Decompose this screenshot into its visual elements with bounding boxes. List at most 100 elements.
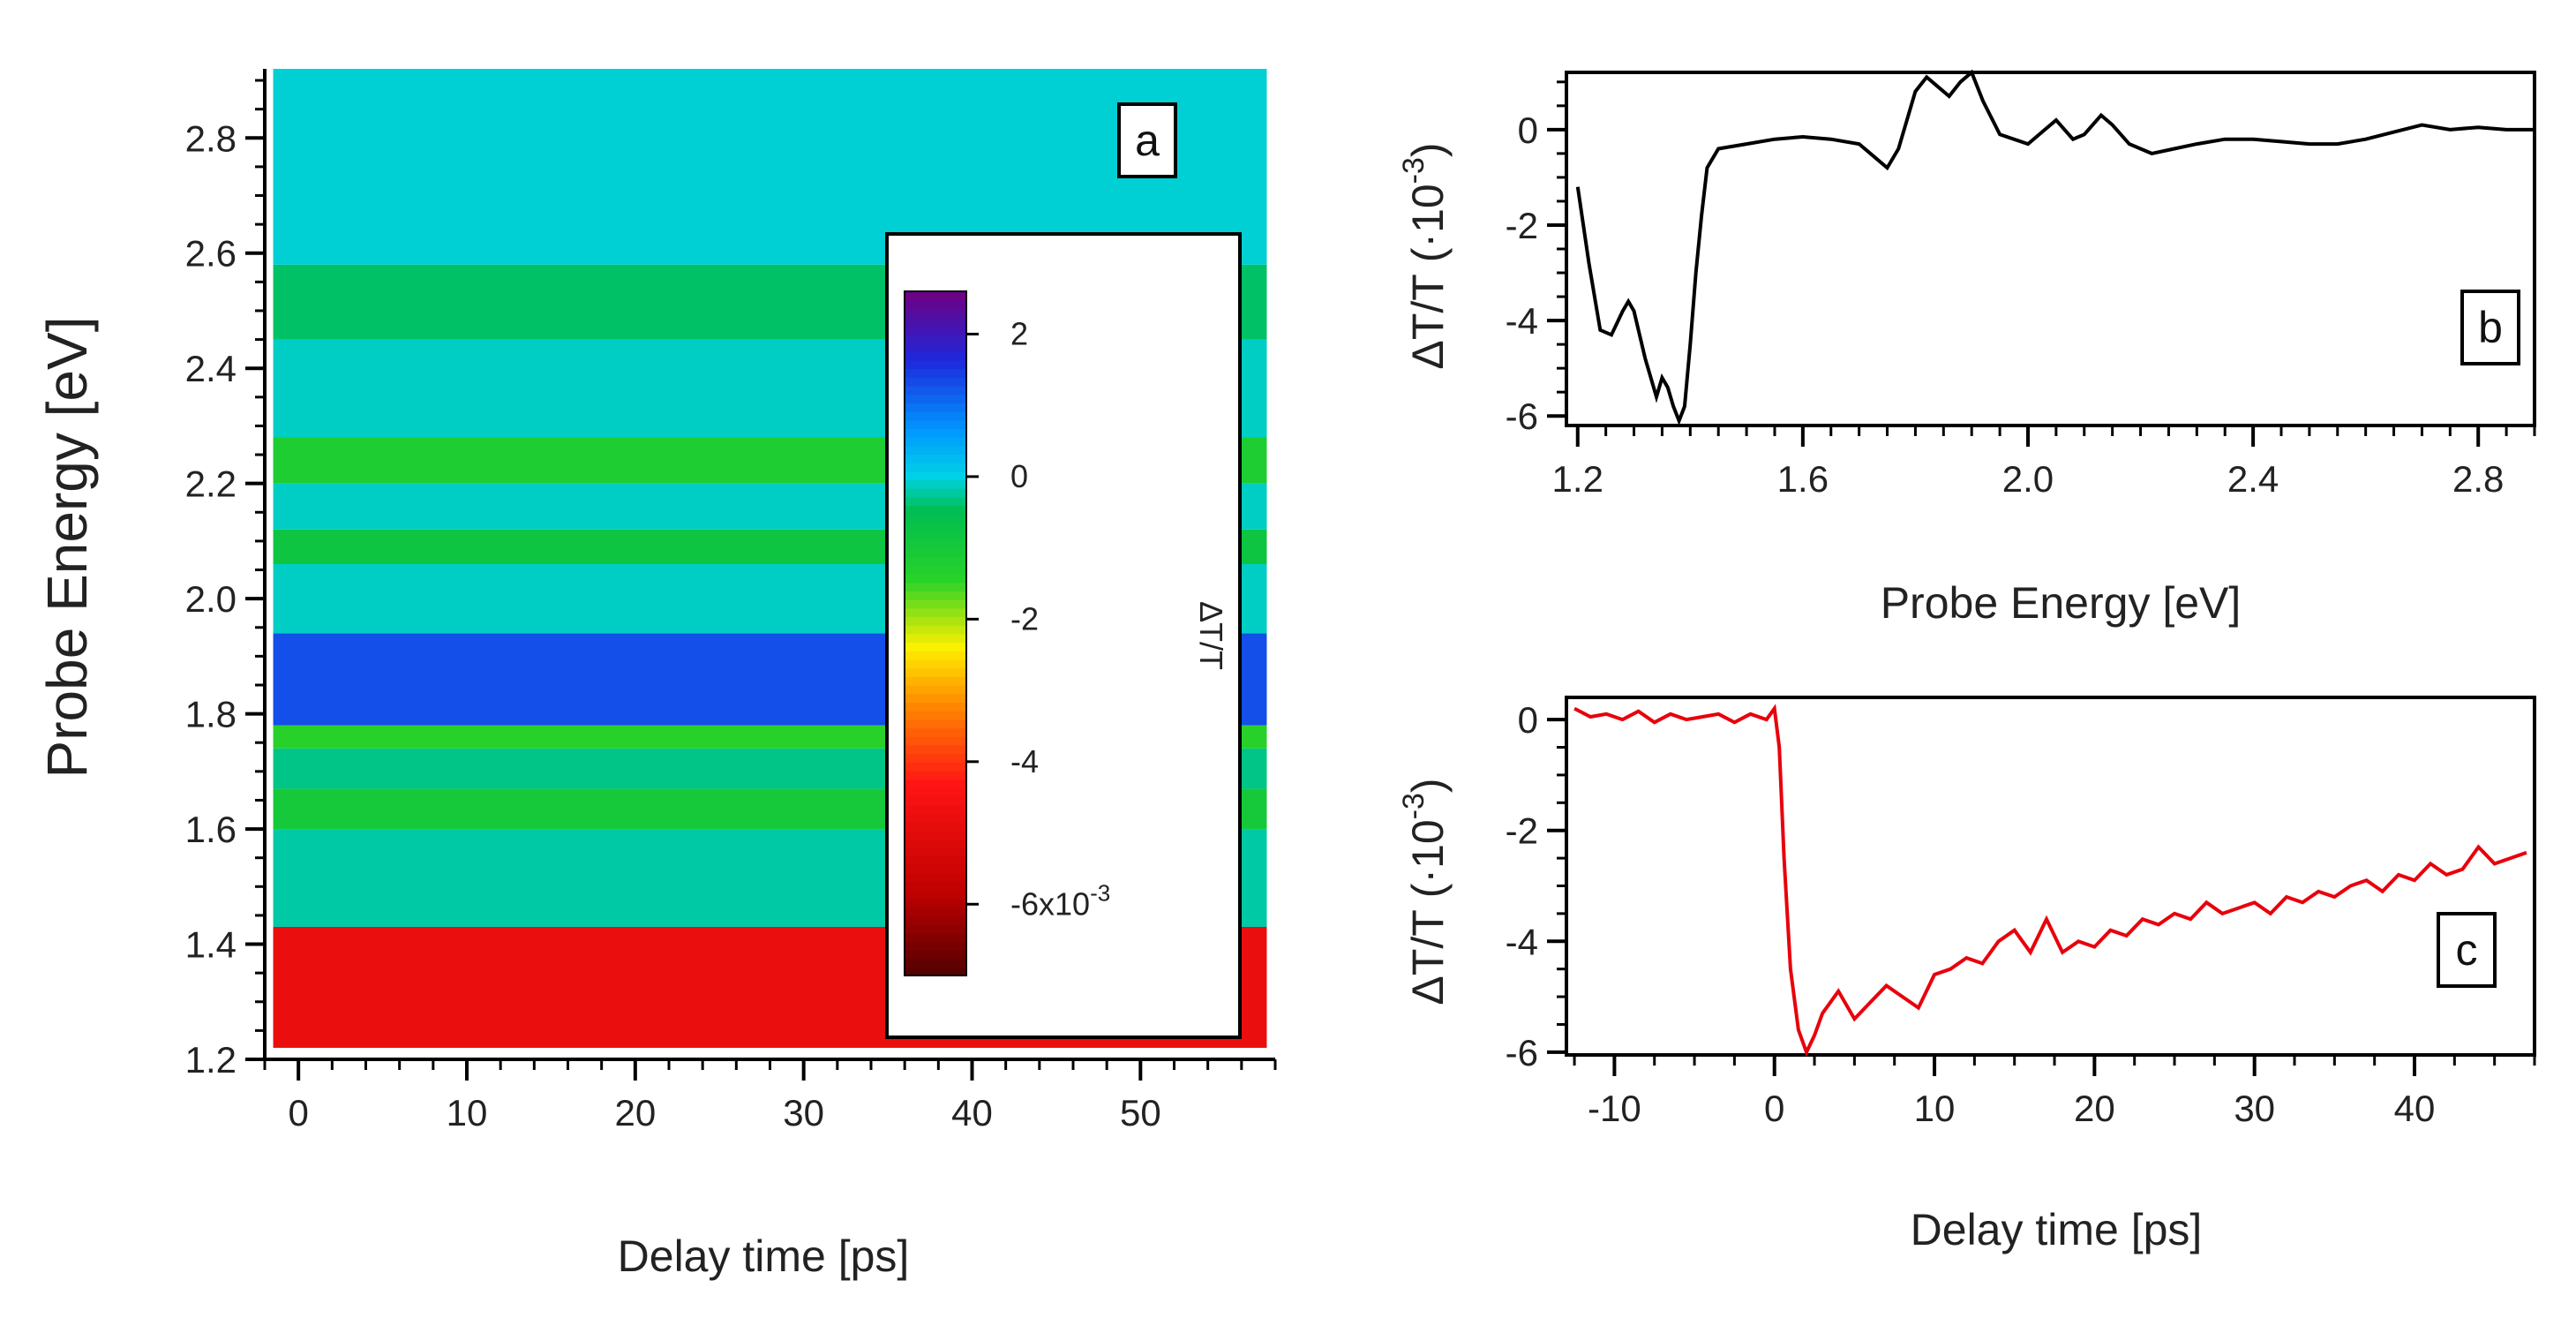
colorbar-segment (905, 650, 966, 660)
colorbar-segment (905, 402, 966, 412)
panel-a-y-tick-label: 1.4 (185, 924, 237, 966)
panel-a-y-tick-label: 2.0 (185, 578, 237, 620)
colorbar-segment (905, 864, 966, 874)
panel-c-ylabel-close: ) (1403, 778, 1453, 793)
heatmap-band-12 (273, 69, 1267, 265)
colorbar-segment (905, 684, 966, 695)
colorbar-segment (905, 454, 966, 463)
colorbar-segment (905, 436, 966, 447)
panel-a-y-tick-label: 2.4 (185, 348, 237, 389)
colorbar-segment (905, 907, 966, 917)
colorbar-segment (905, 487, 966, 498)
panel-b-label-box (2460, 290, 2520, 365)
panel-a-x-tick-label: 20 (614, 1092, 656, 1133)
panel-b-y-tick-label: 0 (1518, 109, 1538, 151)
panel-b-ylabel-close: ) (1403, 142, 1453, 157)
panel-c-ylabel-exponent: -3 (1397, 793, 1431, 819)
panel-c-frame (1565, 696, 2536, 1057)
colorbar-segment (905, 795, 966, 806)
colorbar-segment (905, 325, 966, 335)
panel-a-y-tick-label: 2.8 (185, 117, 237, 159)
panel-c-series-line (1573, 704, 2527, 1058)
colorbar-segment (905, 710, 966, 720)
colorbar-segment (905, 821, 966, 832)
panel-b-x-tick-label: 2.8 (2452, 458, 2504, 500)
colorbar-segment (905, 471, 966, 481)
panel-b-axes: 0 -2 -4 -6 1.2 1.6 2.0 2.4 2.8 (1506, 71, 2536, 500)
colorbar-tick-label: -2 (1010, 600, 1039, 636)
colorbar-segment (905, 616, 966, 626)
colorbar-segment (905, 890, 966, 900)
colorbar-segment (905, 915, 966, 925)
colorbar-segment (905, 839, 966, 848)
colorbar-segment (905, 350, 966, 361)
panel-a-y-tick-label: 1.2 (185, 1039, 237, 1081)
panel-c-line-chart: 0 -2 -4 -6 -10 0 10 20 30 40 Delay time [ps] ΔT/T… (1397, 696, 2536, 1254)
colorbar-segment (905, 359, 966, 370)
panel-a-x-tick-label: 40 (951, 1092, 993, 1133)
panel-a-heatmap: 1.21.41.61.82.02.22.42.62.80 10 20 30 40 50 D… (35, 69, 1277, 1281)
panel-c-x-tick-label: 0 (1764, 1088, 1784, 1129)
colorbar-segment (905, 385, 966, 395)
panel-b-ylabel-exponent: -3 (1397, 157, 1431, 184)
colorbar-segment (905, 761, 966, 772)
colorbar-segment (905, 770, 966, 780)
colorbar-segment (905, 958, 966, 968)
panel-a-label-box (1117, 102, 1177, 178)
panel-c-y-tick-label: -2 (1506, 810, 1538, 852)
colorbar-segment (905, 667, 966, 677)
panel-b-y-tick-label: -4 (1506, 300, 1538, 342)
panel-a-y-tick-label: 2.2 (185, 463, 237, 505)
colorbar-segment (905, 659, 966, 669)
panel-a-x-tick-label: 0 (288, 1092, 308, 1133)
panel-b-y-tick-label: -6 (1506, 395, 1538, 437)
colorbar-segment (905, 513, 966, 523)
colorbar-segment (905, 308, 966, 319)
panel-b-xlabel: Probe Energy [eV] (1881, 578, 2242, 628)
colorbar-segment (905, 949, 966, 960)
panel-c-ylabel: ΔT/T (·10-3) (1397, 778, 1453, 1005)
colorbar-exponent: -3 (1090, 879, 1110, 906)
heatmap-axes: 1.21.41.61.82.02.22.42.62.80 10 20 30 40 50 (185, 69, 1277, 1133)
colorbar-segment (905, 368, 966, 378)
panel-a-y-tick-label: 2.6 (185, 233, 237, 275)
panel-c-x-tick-label: 20 (2074, 1088, 2115, 1129)
colorbar-segment (905, 394, 966, 403)
panel-c-y-tick-label: -4 (1506, 921, 1538, 962)
panel-b-x-tick-label: 1.6 (1777, 458, 1829, 500)
colorbar-segment (905, 410, 966, 421)
colorbar-segment (905, 753, 966, 763)
colorbar-segment (905, 291, 966, 301)
colorbar-segment (905, 804, 966, 814)
colorbar-segment (905, 812, 966, 823)
panel-a-ylabel: Probe Energy [eV] (35, 317, 99, 779)
panel-a-x-tick-label: 30 (783, 1092, 824, 1133)
colorbar-segment (905, 445, 966, 456)
panel-b-series-line (1575, 69, 2535, 426)
colorbar-segment (905, 633, 966, 644)
panel-c-y-tick-label: 0 (1518, 699, 1538, 741)
colorbar-segment (905, 496, 966, 507)
colorbar-segment (905, 565, 966, 575)
panel-c-y-tick-label: -6 (1506, 1032, 1538, 1073)
colorbar-segment (905, 675, 966, 686)
panel-c-x-tick-label: 30 (2234, 1088, 2275, 1129)
colorbar-segment (905, 872, 966, 883)
panel-b-x-tick-label: 2.0 (2002, 458, 2054, 500)
colorbar-segment (905, 898, 966, 908)
colorbar-segment (905, 556, 966, 566)
colorbar-segment (905, 847, 966, 857)
panel-a-y-tick-label: 1.6 (185, 809, 237, 850)
colorbar-segment (905, 642, 966, 651)
panel-a-x-tick-label: 50 (1120, 1092, 1161, 1133)
colorbar-segment (905, 607, 966, 618)
colorbar-segment (905, 343, 966, 352)
colorbar-segment (905, 376, 966, 387)
colorbar-segment (905, 932, 966, 943)
panel-c-x-tick-label: 40 (2394, 1088, 2436, 1129)
colorbar-segment (905, 591, 966, 600)
colorbar-segment (905, 573, 966, 584)
panel-c-xlabel: Delay time [ps] (1911, 1205, 2203, 1254)
colorbar-segment (905, 719, 966, 729)
panel-a-label: a (1135, 116, 1160, 165)
